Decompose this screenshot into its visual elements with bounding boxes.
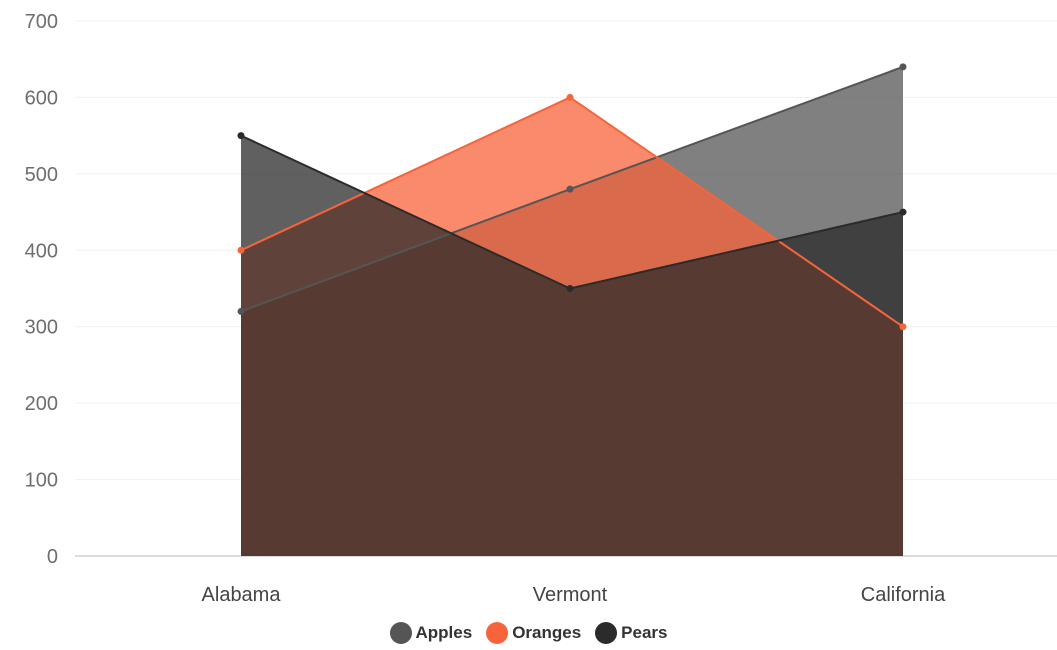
data-point-oranges xyxy=(566,93,574,101)
x-tick-label: California xyxy=(861,584,946,606)
x-tick-label: Alabama xyxy=(202,584,282,606)
data-point-pears xyxy=(566,285,574,292)
data-point-apples xyxy=(899,63,907,71)
y-tick-label: 300 xyxy=(25,317,58,339)
data-point-pears xyxy=(237,132,245,140)
data-point-pears xyxy=(899,208,907,216)
legend-swatch-icon xyxy=(486,622,509,644)
legend-item-pears[interactable]: Pears xyxy=(595,622,668,644)
legend-swatch-icon xyxy=(595,622,618,644)
chart-legend: Apples Oranges Pears xyxy=(0,622,1057,644)
y-tick-label: 500 xyxy=(25,164,58,186)
y-tick-label: 600 xyxy=(25,87,58,109)
data-point-apples xyxy=(237,307,245,315)
y-tick-label: 700 xyxy=(25,11,58,33)
legend-label: Oranges xyxy=(512,623,582,642)
data-point-oranges xyxy=(899,323,907,331)
x-tick-label: Vermont xyxy=(533,584,608,606)
legend-label: Apples xyxy=(415,623,473,642)
chart-canvas: 0 100 200 300 400 500 600 700 Alabama Vermont Cali… xyxy=(25,11,1057,606)
y-tick-label: 200 xyxy=(25,393,58,415)
y-tick-label: 100 xyxy=(25,470,58,492)
legend-item-oranges[interactable]: Oranges xyxy=(486,622,581,644)
y-tick-label: 0 xyxy=(47,546,58,568)
y-tick-label: 400 xyxy=(25,240,58,262)
legend-item-apples[interactable]: Apples xyxy=(389,622,473,644)
legend-swatch-icon xyxy=(389,622,412,644)
data-point-apples xyxy=(566,185,574,193)
data-point-oranges xyxy=(237,246,245,254)
legend-label: Pears xyxy=(621,623,668,642)
area-pears xyxy=(241,135,903,556)
